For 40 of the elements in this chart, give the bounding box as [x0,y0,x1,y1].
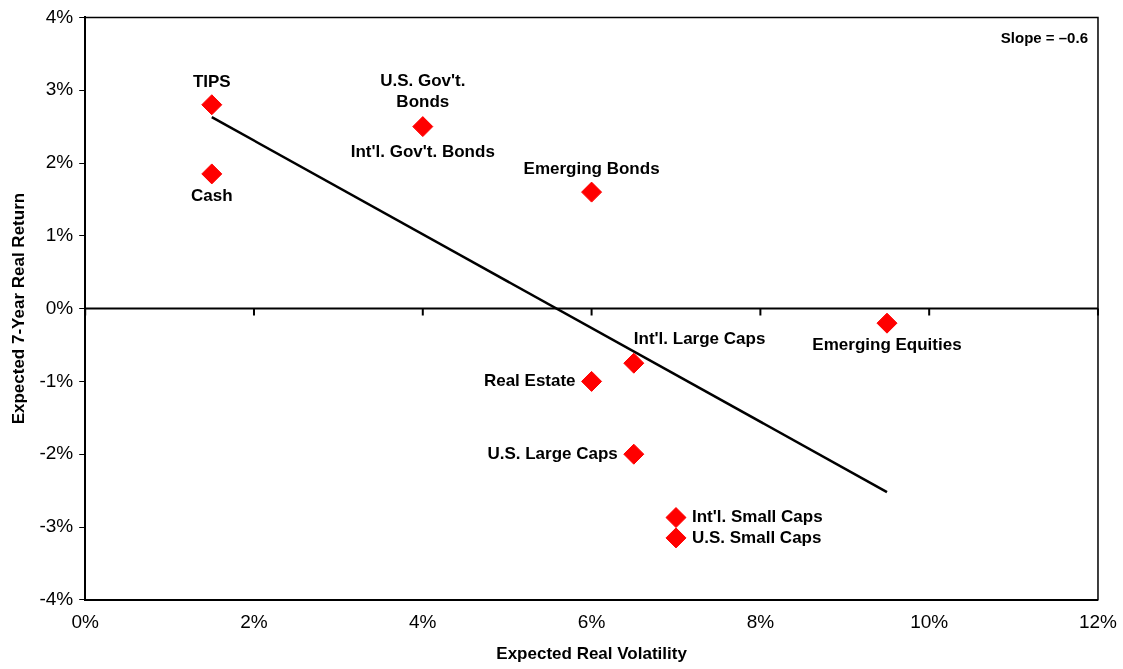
point [623,352,645,374]
point [665,527,687,549]
y-tick-label: -4% [39,588,74,610]
series-label: Emerging Bonds [523,159,660,179]
y-tick-label: 3% [45,78,74,100]
y-tick-label: -1% [39,369,74,391]
point [201,94,223,116]
point [412,116,434,138]
x-tick-label: 6% [577,611,606,633]
point [665,507,687,529]
series-label: Cash [191,186,233,206]
point [201,163,223,185]
series-label: U.S. Small Caps [691,527,822,547]
series-label: Int'l. Large Caps [633,329,766,349]
series-label: Int'l. Small Caps [691,507,823,527]
y-tick-label: -2% [39,442,74,464]
point [581,370,603,392]
series-label: TIPS [192,71,231,91]
point [876,312,898,334]
x-axis-title: Expected Real Volatility [496,644,688,664]
x-tick-label: 0% [71,611,100,633]
x-tick-label: 8% [746,611,775,633]
point [623,443,645,465]
y-axis-title: Expected 7-Year Real Return [8,192,28,425]
point [581,181,603,203]
series-label: U.S. Large Caps [487,443,618,463]
x-tick-label: 10% [910,611,949,633]
series-label: U.S. Gov't. Bonds [380,70,466,111]
y-tick-label: 1% [45,224,74,246]
x-tick-label: 4% [409,611,437,633]
x-tick-label: 12% [1078,611,1118,633]
annotation: Int'l. Gov't. Bonds [350,141,495,161]
y-tick-label: -3% [39,515,74,537]
y-tick-label: 0% [45,296,74,318]
series-label: Real Estate [483,371,576,391]
y-tick-label: 2% [45,151,74,173]
x-tick-label: 2% [240,611,268,633]
series-label: Emerging Equities [812,335,962,355]
y-tick-label: 4% [45,5,74,27]
annotation: Slope = –0.6 [1000,29,1088,47]
